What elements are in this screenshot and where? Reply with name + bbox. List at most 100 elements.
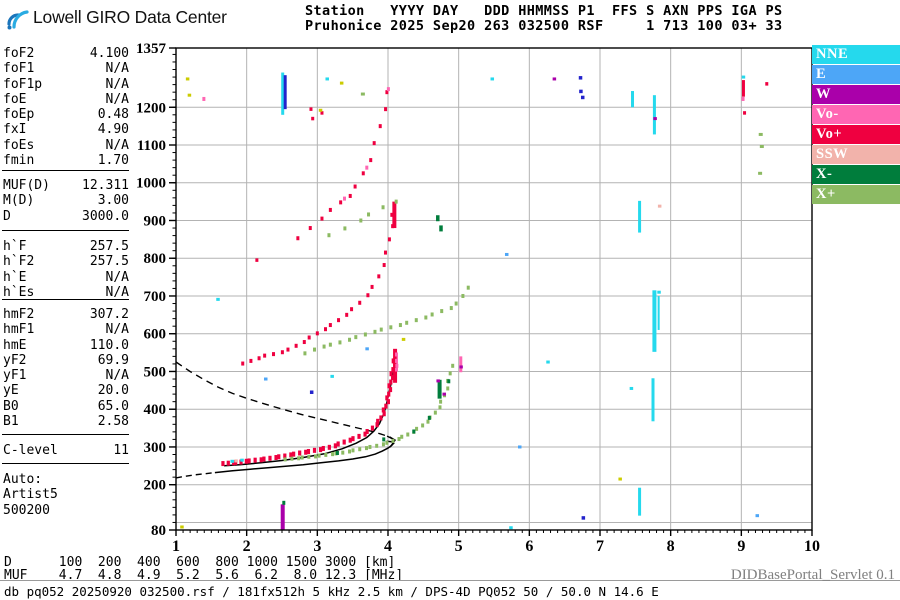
- echo-point: [324, 452, 328, 457]
- echo-point: [365, 347, 369, 351]
- param-divider: [2, 299, 129, 300]
- param-row-MD: M(D) 3.00: [3, 193, 129, 208]
- param-divider: [2, 434, 129, 435]
- echo-point: [381, 442, 385, 447]
- x-tick-label: 9: [737, 538, 745, 555]
- echo-point: [518, 445, 522, 449]
- echo-point: [385, 90, 389, 95]
- rfi-column: [392, 201, 397, 229]
- param-label: h`Es: [3, 284, 35, 300]
- param-label: foF1: [3, 61, 35, 77]
- param-row-yE: yE 20.0: [3, 383, 129, 398]
- echo-point: [387, 237, 391, 242]
- echo-point: [339, 200, 343, 205]
- echo-point: [383, 250, 387, 255]
- echo-point: [581, 516, 586, 520]
- param-row-hEs: h`Es N/A: [3, 285, 129, 300]
- param-value: 257.5: [89, 239, 129, 254]
- echo-point: [314, 454, 318, 459]
- echo-point: [331, 452, 335, 457]
- x-tick-label: 8: [667, 538, 675, 555]
- echo-point: [391, 367, 395, 373]
- echo-point: [283, 453, 287, 459]
- echo-point: [309, 107, 313, 111]
- echo-point: [384, 107, 388, 112]
- echo-point: [446, 386, 450, 391]
- param-label: D: [3, 208, 11, 224]
- echo-point: [438, 405, 442, 410]
- param-row-hmF2: hmF2 307.2: [3, 307, 129, 322]
- echo-point: [381, 205, 385, 210]
- echo-point: [385, 440, 389, 445]
- echo-point: [300, 455, 304, 460]
- param-row-D: D 3000.0: [3, 209, 129, 224]
- echo-point: [415, 426, 419, 431]
- param-label: foF1p: [3, 76, 43, 92]
- echo-point: [758, 132, 763, 136]
- x-tick-label: 4: [384, 538, 392, 555]
- echo-point: [439, 399, 443, 404]
- echo-point: [360, 92, 365, 96]
- y-tick-label: 700: [144, 289, 167, 305]
- param-label: C-level: [3, 443, 58, 458]
- echo-point: [315, 331, 319, 336]
- echo-point: [385, 395, 389, 401]
- echo-point: [277, 454, 281, 460]
- echo-point: [268, 455, 272, 461]
- echo-point: [262, 456, 266, 462]
- param-row-hmF1: hmF1 N/A: [3, 322, 129, 337]
- y-tick-label: 600: [144, 327, 167, 343]
- echo-point: [758, 171, 763, 175]
- param-value: 20.0: [97, 383, 129, 399]
- echo-point: [509, 526, 513, 530]
- echo-point: [375, 443, 379, 448]
- param-row-foEs: foEs N/A: [3, 138, 129, 153]
- echo-point: [234, 459, 238, 463]
- echo-point: [414, 318, 418, 323]
- echo-point: [426, 419, 430, 424]
- rfi-column: [280, 504, 285, 530]
- logo-text: Lowell GIRO Data Center: [33, 6, 227, 27]
- echo-point: [320, 216, 324, 221]
- param-value: 69.9: [97, 352, 129, 368]
- echo-point: [358, 447, 362, 452]
- echo-point: [741, 75, 746, 79]
- rfi-column: [394, 354, 398, 372]
- echo-point: [325, 77, 329, 81]
- x-tick-label: 7: [596, 538, 604, 555]
- echo-point: [386, 399, 390, 405]
- param-value: 2.58: [97, 414, 129, 430]
- param-row-MUFD: MUF(D) 12.311: [3, 178, 129, 193]
- echo-point: [338, 340, 342, 345]
- echo-point: [449, 306, 453, 311]
- echo-point: [304, 449, 308, 455]
- param-value: 3.00: [97, 193, 129, 209]
- param-label: fmin: [3, 153, 35, 169]
- param-label: yE: [3, 383, 19, 399]
- echo-point: [552, 77, 557, 81]
- echo-point: [247, 458, 251, 464]
- echo-point: [459, 365, 463, 369]
- echo-point: [389, 325, 393, 330]
- y-tick-label: 80: [151, 523, 166, 539]
- echo-point: [365, 165, 369, 170]
- echo-point: [327, 444, 331, 450]
- legend-item-X: X-: [812, 165, 900, 184]
- echo-point: [653, 117, 657, 121]
- echo-point: [317, 453, 321, 458]
- echo-point: [580, 95, 585, 100]
- param-value: 307.2: [89, 307, 129, 322]
- echo-point: [578, 76, 583, 80]
- y-tick-label: 1000: [136, 176, 166, 192]
- rfi-column: [281, 72, 285, 115]
- autoscaling-line: Auto:: [3, 472, 43, 487]
- echo-point: [447, 379, 451, 384]
- echo-point: [442, 392, 446, 396]
- echo-direction-legend: NNE E W Vo- Vo+ SSW X- X+: [812, 45, 900, 205]
- echo-point: [387, 391, 391, 397]
- param-value: 1.70: [97, 153, 129, 169]
- param-value: 11: [113, 443, 129, 458]
- param-value: 12.311: [82, 178, 129, 193]
- param-label: foF2: [3, 46, 35, 61]
